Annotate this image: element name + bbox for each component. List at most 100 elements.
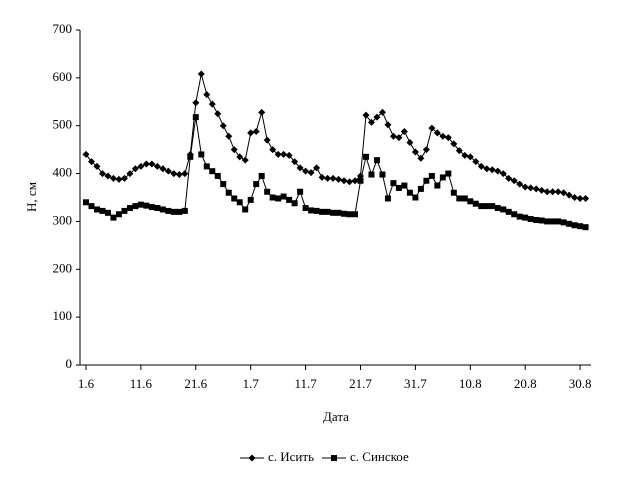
point	[154, 205, 161, 212]
point	[335, 175, 343, 183]
x-tick-label: 20.8	[514, 376, 537, 391]
point	[510, 177, 518, 185]
point	[120, 174, 128, 182]
point	[555, 218, 562, 225]
point	[170, 208, 177, 215]
point	[159, 165, 167, 173]
point	[247, 129, 255, 137]
legend-marker	[248, 454, 256, 462]
point	[467, 198, 474, 205]
point	[252, 127, 260, 135]
point	[131, 165, 139, 173]
point	[313, 207, 320, 214]
point	[88, 203, 95, 210]
x-tick-label: 11.7	[294, 376, 317, 391]
point	[500, 206, 507, 213]
point	[296, 164, 304, 172]
point	[214, 172, 221, 179]
point	[247, 196, 254, 203]
point	[423, 177, 430, 184]
point	[499, 170, 507, 178]
point	[505, 208, 512, 215]
point	[197, 70, 205, 78]
point	[209, 168, 216, 175]
point	[269, 146, 277, 154]
point	[566, 220, 573, 227]
point	[302, 205, 309, 212]
point	[450, 140, 458, 148]
point	[132, 203, 139, 210]
point	[401, 182, 408, 189]
point	[444, 134, 452, 142]
point	[313, 164, 321, 172]
point	[126, 170, 134, 178]
point	[445, 170, 452, 177]
x-tick-label: 11.6	[130, 376, 153, 391]
point	[428, 124, 436, 132]
point	[544, 218, 551, 225]
point	[378, 108, 386, 116]
point	[483, 203, 490, 210]
point	[511, 211, 518, 218]
point	[137, 162, 145, 170]
point	[285, 151, 293, 159]
point	[367, 118, 375, 126]
point	[318, 173, 326, 181]
point	[549, 188, 557, 196]
point	[148, 160, 156, 168]
point	[93, 162, 101, 170]
y-axis-label: Н, см	[24, 182, 39, 212]
point	[308, 207, 315, 214]
point	[87, 158, 95, 166]
point	[351, 177, 359, 185]
point	[362, 153, 369, 160]
point	[527, 184, 535, 192]
point	[258, 172, 265, 179]
point	[104, 172, 112, 180]
point	[346, 178, 354, 186]
point	[214, 110, 222, 118]
point	[274, 150, 282, 158]
point	[478, 203, 485, 210]
point	[422, 146, 430, 154]
point	[466, 153, 474, 161]
point	[516, 180, 524, 188]
point	[187, 153, 194, 160]
point	[472, 158, 480, 166]
y-tick-label: 0	[66, 356, 73, 371]
point	[269, 194, 276, 201]
point	[302, 167, 310, 175]
point	[159, 206, 166, 213]
point	[170, 170, 178, 178]
x-tick-label: 1.7	[243, 376, 260, 391]
point	[450, 189, 457, 196]
point	[571, 194, 579, 201]
point	[434, 182, 441, 189]
point	[258, 108, 266, 116]
point	[571, 222, 578, 229]
point	[522, 214, 529, 221]
point	[341, 210, 348, 217]
y-tick-label: 600	[53, 69, 73, 84]
point	[433, 129, 441, 137]
point	[417, 185, 424, 192]
point	[532, 185, 540, 193]
point	[456, 195, 463, 202]
point	[368, 171, 375, 178]
point	[109, 174, 117, 182]
point	[412, 194, 419, 201]
point	[324, 174, 332, 182]
point	[203, 163, 210, 170]
point	[198, 151, 205, 158]
point	[527, 216, 534, 223]
legend-marker	[331, 455, 337, 461]
point	[549, 218, 556, 225]
x-tick-label: 31.7	[404, 376, 427, 391]
point	[319, 208, 326, 215]
point	[242, 206, 249, 213]
point	[93, 206, 100, 213]
y-tick-label: 100	[53, 308, 73, 323]
point	[253, 181, 260, 188]
point	[83, 199, 89, 206]
